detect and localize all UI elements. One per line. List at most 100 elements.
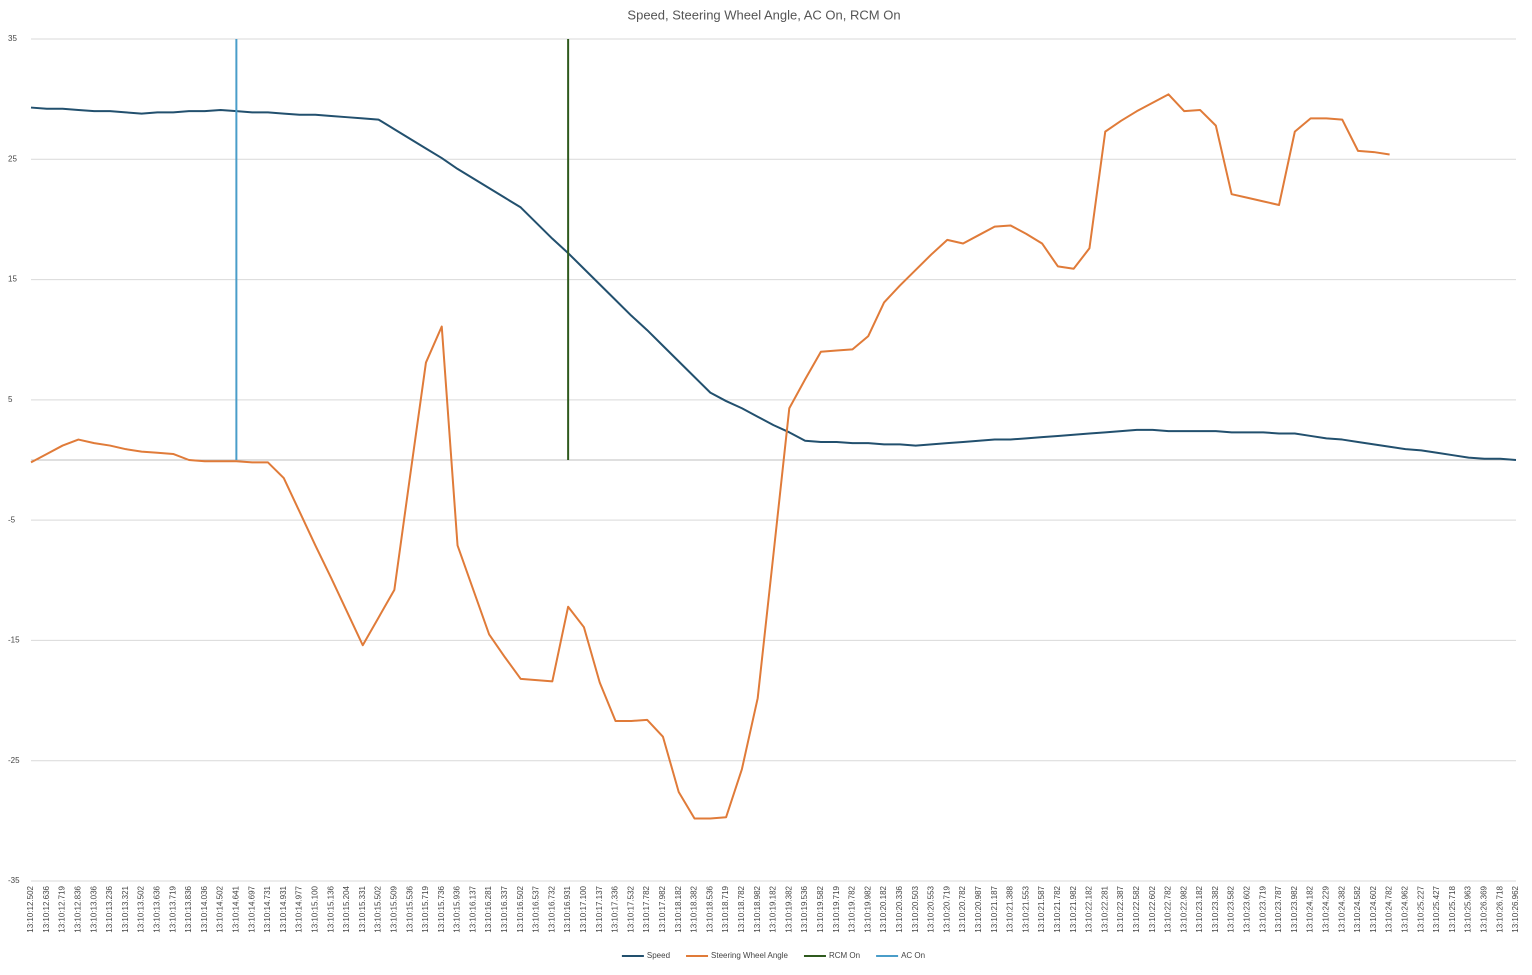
x-tick-label: 13:10:20.336	[895, 885, 904, 932]
x-tick-label: 13:10:22.582	[1132, 885, 1141, 932]
x-tick-label: 13:10:13.636	[152, 885, 161, 932]
x-tick-label: 13:10:22.281	[1100, 885, 1109, 932]
x-tick-label: 13:10:16.537	[532, 885, 541, 932]
x-tick-label: 13:10:15.204	[342, 885, 351, 932]
x-tick-label: 13:10:15.136	[326, 885, 335, 932]
x-tick-label: 13:10:25.718	[1448, 885, 1457, 932]
x-tick-label: 13:10:21.782	[1053, 885, 1062, 932]
x-tick-label: 13:10:24.382	[1337, 885, 1346, 932]
x-tick-label: 13:10:13.236	[105, 885, 114, 932]
x-tick-label: 13:10:26.369	[1480, 885, 1489, 932]
x-tick-label: 13:10:16.931	[563, 885, 572, 932]
y-tick-label: -35	[8, 876, 20, 885]
x-tick-label: 13:10:13.502	[137, 885, 146, 932]
chart-title: Speed, Steering Wheel Angle, AC On, RCM …	[627, 7, 900, 22]
x-tick-label: 13:10:19.536	[800, 885, 809, 932]
x-tick-label: 13:10:14.931	[279, 885, 288, 932]
x-tick-label: 13:10:19.382	[784, 885, 793, 932]
x-tick-label: 13:10:24.782	[1385, 885, 1394, 932]
x-tick-label: 13:10:24.962	[1401, 885, 1410, 932]
x-tick-label: 13:10:17.782	[642, 885, 651, 932]
x-tick-label: 13:10:25.227	[1416, 885, 1425, 932]
x-tick-label: 13:10:18.182	[674, 885, 683, 932]
x-tick-label: 13:10:12.836	[74, 885, 83, 932]
x-tick-label: 13:10:15.509	[389, 885, 398, 932]
x-tick-label: 13:10:19.982	[863, 885, 872, 932]
x-tick-label: 13:10:17.982	[658, 885, 667, 932]
x-tick-label: 13:10:22.782	[1164, 885, 1173, 932]
legend-label: AC On	[901, 951, 925, 960]
x-tick-label: 13:10:13.836	[184, 885, 193, 932]
x-tick-label: 13:10:20.182	[879, 885, 888, 932]
x-tick-label: 13:10:15.936	[453, 885, 462, 932]
x-tick-label: 13:10:19.719	[832, 885, 841, 932]
x-tick-label: 13:10:17.100	[579, 885, 588, 932]
x-tick-label: 13:10:21.587	[1037, 885, 1046, 932]
x-tick-label: 13:10:22.182	[1085, 885, 1094, 932]
x-tick-label: 13:10:25.427	[1432, 885, 1441, 932]
legend-label: RCM On	[829, 951, 860, 960]
x-tick-label: 13:10:26.962	[1511, 885, 1520, 932]
x-tick-label: 13:10:13.719	[168, 885, 177, 932]
x-tick-label: 13:10:18.536	[705, 885, 714, 932]
x-tick-label: 13:10:24.229	[1322, 885, 1331, 932]
legend: Speed Steering Wheel Angle RCM On AC On	[621, 951, 925, 960]
x-tick-label: 13:10:16.337	[500, 885, 509, 932]
x-tick-label: 13:10:17.137	[595, 885, 604, 932]
x-tick-label: 13:10:19.582	[816, 885, 825, 932]
x-tick-label: 13:10:22.982	[1179, 885, 1188, 932]
y-tick-label: 5	[8, 395, 13, 404]
y-tick-label: 35	[8, 34, 17, 43]
x-tick-label: 13:10:15.736	[437, 885, 446, 932]
legend-label: Speed	[647, 951, 670, 960]
x-tick-label: 13:10:16.281	[484, 885, 493, 932]
x-tick-label: 13:10:22.387	[1116, 885, 1125, 932]
x-tick-label: 13:10:14.036	[200, 885, 209, 932]
x-tick-label: 13:10:20.503	[911, 885, 920, 932]
x-tick-label: 13:10:18.719	[721, 885, 730, 932]
x-tick-label: 13:10:13.321	[121, 885, 130, 932]
x-tick-label: 13:10:18.382	[690, 885, 699, 932]
x-tick-label: 13:10:24.182	[1306, 885, 1315, 932]
x-tick-label: 13:10:13.036	[89, 885, 98, 932]
x-tick-label: 13:10:18.982	[753, 885, 762, 932]
x-tick-label: 13:10:20.987	[974, 885, 983, 932]
x-tick-label: 13:10:23.787	[1274, 885, 1283, 932]
x-tick-label: 13:10:14.641	[231, 885, 240, 932]
legend-label: Steering Wheel Angle	[711, 951, 788, 960]
series-line	[30, 106, 1517, 461]
x-tick-label: 13:10:18.782	[737, 885, 746, 932]
x-tick-label: 13:10:12.636	[42, 885, 51, 932]
x-tick-label: 13:10:23.182	[1195, 885, 1204, 932]
x-tick-label: 13:10:23.602	[1243, 885, 1252, 932]
x-tick-label: 13:10:17.532	[626, 885, 635, 932]
y-tick-label: 15	[8, 275, 17, 284]
x-tick-label: 13:10:17.336	[611, 885, 620, 932]
x-tick-label: 13:10:23.382	[1211, 885, 1220, 932]
x-tick-label: 13:10:24.602	[1369, 885, 1378, 932]
series-line	[30, 93, 1390, 820]
x-tick-label: 13:10:15.331	[358, 885, 367, 932]
x-tick-label: 13:10:22.602	[1148, 885, 1157, 932]
x-tick-label: 13:10:14.502	[216, 885, 225, 932]
x-tick-label: 13:10:15.719	[421, 885, 430, 932]
x-tick-label: 13:10:24.582	[1353, 885, 1362, 932]
x-tick-label: 13:10:23.582	[1227, 885, 1236, 932]
x-tick-label: 13:10:21.388	[1006, 885, 1015, 932]
x-tick-label: 13:10:14.977	[295, 885, 304, 932]
x-tick-label: 13:10:23.982	[1290, 885, 1299, 932]
x-tick-label: 13:10:20.719	[942, 885, 951, 932]
x-tick-label: 13:10:20.782	[958, 885, 967, 932]
x-tick-label: 13:10:21.187	[990, 885, 999, 932]
x-tick-label: 13:10:21.553	[1021, 885, 1030, 932]
x-tick-label: 13:10:25.963	[1464, 885, 1473, 932]
x-tick-label: 13:10:21.982	[1069, 885, 1078, 932]
y-tick-label: -15	[8, 636, 20, 645]
x-tick-label: 13:10:12.719	[58, 885, 67, 932]
x-tick-label: 13:10:16.137	[468, 885, 477, 932]
x-tick-label: 13:10:15.100	[310, 885, 319, 932]
x-tick-label: 13:10:16.732	[547, 885, 556, 932]
x-tick-label: 13:10:19.782	[848, 885, 857, 932]
x-tick-label: 13:10:14.731	[263, 885, 272, 932]
